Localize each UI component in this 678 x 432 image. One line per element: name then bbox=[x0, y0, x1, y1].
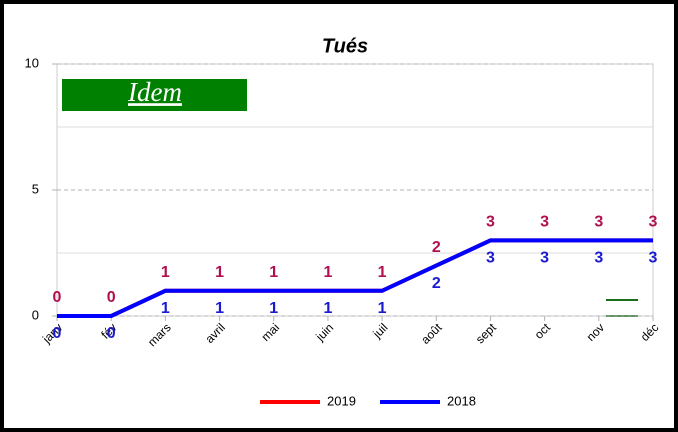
data-label: 2 bbox=[432, 239, 441, 256]
y-tick-label: 10 bbox=[25, 55, 39, 70]
data-label: 3 bbox=[540, 214, 549, 231]
data-label: 1 bbox=[161, 264, 170, 281]
data-label: 3 bbox=[594, 250, 603, 267]
chart-title: Tués bbox=[322, 35, 368, 57]
y-tick-label: 5 bbox=[32, 181, 39, 196]
legend-label: 2018 bbox=[447, 393, 476, 408]
data-label: 2 bbox=[432, 275, 441, 292]
data-label: 3 bbox=[649, 214, 658, 231]
data-label: 0 bbox=[107, 325, 116, 342]
data-label: 1 bbox=[323, 264, 332, 281]
data-label: 1 bbox=[378, 264, 387, 281]
data-label: 0 bbox=[107, 289, 116, 306]
data-label: 3 bbox=[594, 214, 603, 231]
data-label: 1 bbox=[215, 264, 224, 281]
data-label: 0 bbox=[53, 289, 62, 306]
annotation: Idem bbox=[127, 77, 182, 107]
annotation-box bbox=[62, 79, 247, 111]
data-label: 0 bbox=[53, 325, 62, 342]
series-line bbox=[57, 238, 653, 318]
data-label: 3 bbox=[486, 214, 495, 231]
y-tick-label: 0 bbox=[32, 307, 39, 322]
data-label: 1 bbox=[269, 300, 278, 317]
data-label: 1 bbox=[161, 300, 170, 317]
data-label: 1 bbox=[269, 264, 278, 281]
legend-label: 2019 bbox=[327, 393, 356, 408]
data-label: 1 bbox=[323, 300, 332, 317]
data-label: 1 bbox=[215, 300, 224, 317]
data-label: 1 bbox=[378, 300, 387, 317]
data-label: 3 bbox=[649, 250, 658, 267]
data-label: 3 bbox=[486, 250, 495, 267]
data-label: 3 bbox=[540, 250, 549, 267]
